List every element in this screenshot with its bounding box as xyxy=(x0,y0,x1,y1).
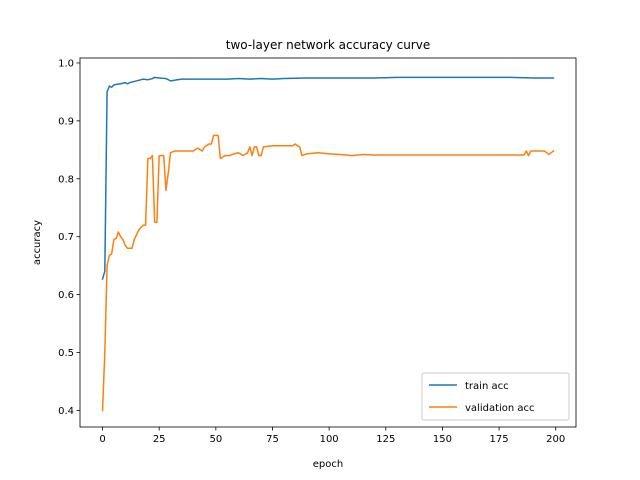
series-line-train-acc xyxy=(101,76,555,280)
legend-train-label: train acc xyxy=(465,381,509,392)
x-tick-label: 50 xyxy=(209,434,222,445)
x-tick-label: 75 xyxy=(266,434,279,445)
y-tick-label: 0.6 xyxy=(58,290,74,301)
x-tick-label: 125 xyxy=(376,434,395,445)
legend-box xyxy=(421,372,570,421)
plot-frame xyxy=(79,57,577,428)
x-tick-label: 100 xyxy=(320,434,339,445)
x-tick-label: 175 xyxy=(490,434,509,445)
y-tick-label: 0.8 xyxy=(58,174,74,185)
series-line-validation-acc xyxy=(101,134,555,412)
y-tick-label: 1.0 xyxy=(58,58,74,69)
y-axis-label: accuracy xyxy=(32,220,43,265)
x-tick-label: 200 xyxy=(546,434,565,445)
x-tick-label: 25 xyxy=(153,434,166,445)
x-tick-label: 150 xyxy=(433,434,452,445)
y-axis-ticks: 0.4 0.5 0.6 0.7 0.8 0.9 1.0 xyxy=(58,58,80,417)
legend: train acc validation acc xyxy=(421,372,570,421)
y-tick-label: 0.7 xyxy=(58,232,74,243)
y-tick-label: 0.5 xyxy=(58,348,74,359)
chart-title: two-layer network accuracy curve xyxy=(226,38,430,52)
x-tick-label: 0 xyxy=(99,434,105,445)
x-axis-ticks: 0 25 50 75 100 125 150 175 200 xyxy=(99,427,565,445)
y-tick-label: 0.4 xyxy=(58,406,74,417)
x-axis-label: epoch xyxy=(313,459,343,470)
y-tick-label: 0.9 xyxy=(58,116,74,127)
legend-validation-label: validation acc xyxy=(465,403,535,414)
plot-lines xyxy=(101,76,555,412)
